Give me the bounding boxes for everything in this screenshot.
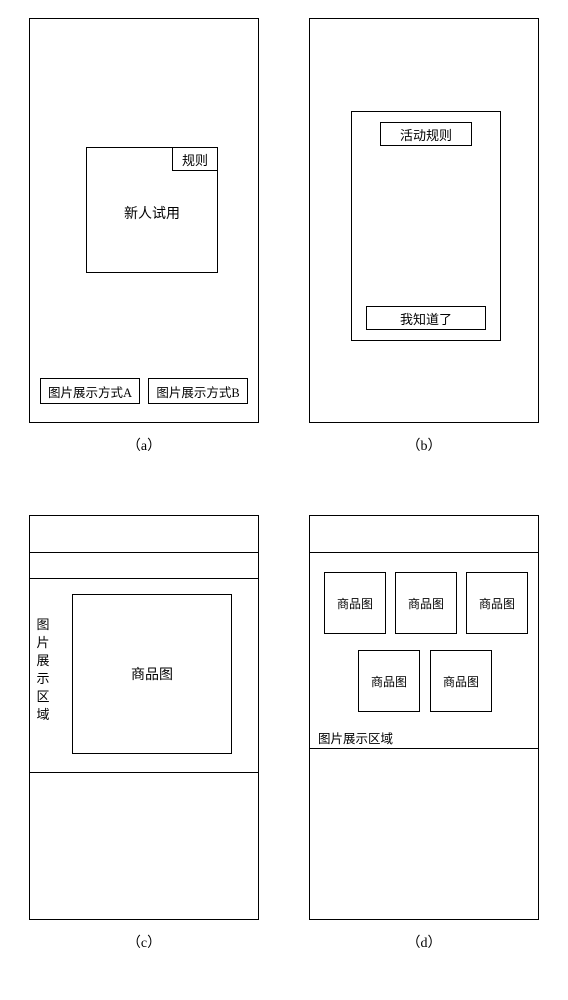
rules-tag-label: 规则 [182,150,208,169]
rules-dialog-ok-label: 我知道了 [400,309,452,328]
product-image-large[interactable]: 商品图 [72,594,232,754]
panel-c-region-vertical-label: 图片展示区域 [36,616,50,724]
product-thumb-3-label: 商品图 [479,595,515,612]
panel-c-phone: 图片展示区域 商品图 [29,515,259,920]
product-thumb-5-label: 商品图 [443,673,479,690]
panel-a-phone: 规则 新人试用 图片展示方式A 图片展示方式B [29,18,259,423]
trial-card-label: 新人试用 [87,203,217,223]
panel-b-caption: （b） [407,435,442,455]
product-thumb-5[interactable]: 商品图 [430,650,492,712]
panel-c-cell: 图片展示区域 商品图 （c） [18,515,270,982]
panel-d-phone: 商品图 商品图 商品图 商品图 商品图 图片展示区域 [309,515,539,920]
rules-tag[interactable]: 规则 [172,147,218,171]
product-thumb-2-label: 商品图 [408,595,444,612]
wireframe-grid: 规则 新人试用 图片展示方式A 图片展示方式B （a） 活动规则 我知道了 [0,0,568,1000]
panel-a-cell: 规则 新人试用 图片展示方式A 图片展示方式B （a） [18,18,270,485]
panel-c-caption: （c） [127,932,161,952]
product-thumb-4[interactable]: 商品图 [358,650,420,712]
panel-b-phone: 活动规则 我知道了 [309,18,539,423]
display-mode-b-label: 图片展示方式B [156,382,239,401]
panel-d-region-label: 图片展示区域 [318,728,393,747]
product-thumb-4-label: 商品图 [371,673,407,690]
rules-dialog-title: 活动规则 [380,122,472,146]
rules-dialog: 活动规则 我知道了 [351,111,501,341]
panel-b-cell: 活动规则 我知道了 （b） [298,18,550,485]
product-image-large-label: 商品图 [131,664,173,684]
display-mode-b-button[interactable]: 图片展示方式B [148,378,248,404]
panel-a-caption: （a） [127,435,161,455]
display-mode-a-label: 图片展示方式A [48,382,132,401]
panel-d-region-bottom-divider [309,748,539,749]
trial-card[interactable]: 规则 新人试用 [86,147,218,273]
product-thumb-1-label: 商品图 [337,595,373,612]
panel-d-caption: （d） [407,932,442,952]
panel-c-region-top-divider [29,578,259,579]
rules-dialog-ok-button[interactable]: 我知道了 [366,306,486,330]
rules-dialog-title-label: 活动规则 [400,125,452,144]
panel-d-cell: 商品图 商品图 商品图 商品图 商品图 图片展示区域 （d） [298,515,550,982]
product-thumb-3[interactable]: 商品图 [466,572,528,634]
panel-c-region-bottom-divider [29,772,259,773]
panel-c-header-divider [29,552,259,553]
display-mode-a-button[interactable]: 图片展示方式A [40,378,140,404]
product-thumb-1[interactable]: 商品图 [324,572,386,634]
product-thumb-2[interactable]: 商品图 [395,572,457,634]
panel-d-header-divider [309,552,539,553]
